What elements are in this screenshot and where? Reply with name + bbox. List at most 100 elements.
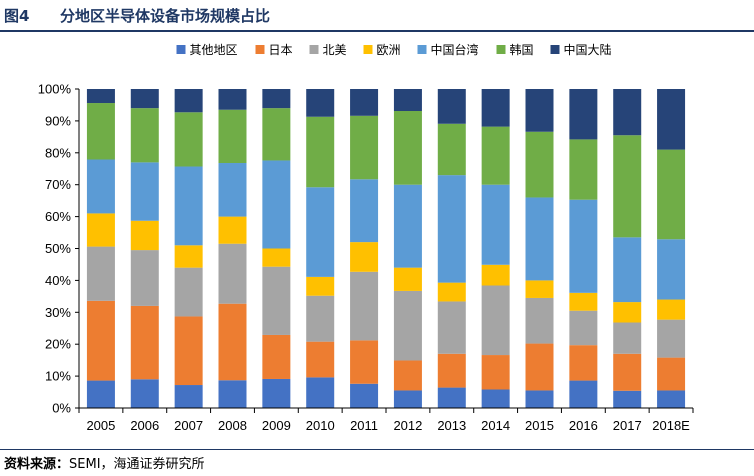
bar-segment	[130, 89, 159, 109]
bar-segment	[569, 89, 598, 140]
bar-stack-2009	[262, 89, 291, 408]
legend-item: 其他地区	[176, 43, 238, 57]
x-tick-label: 2007	[174, 418, 203, 433]
y-tick-label: 40%	[45, 273, 71, 288]
bar-segment	[437, 89, 466, 124]
bar-segment	[437, 282, 466, 302]
legend-swatch	[550, 45, 560, 54]
bar-segment	[306, 295, 335, 342]
legend: 其他地区 日本 北美 欧洲 中国台湾 韩国 中国大陆	[176, 42, 612, 57]
x-axis: 2005 2006 2007 2008 2009 2010 2011 2012 2013 2014…	[78, 407, 694, 433]
bar-segment	[86, 103, 115, 160]
bar-segment	[130, 108, 159, 163]
legend-swatch	[176, 45, 186, 54]
bar-segment	[481, 285, 510, 356]
y-tick-label: 50%	[45, 241, 71, 256]
bar-segment	[174, 316, 203, 386]
bar-segment	[525, 343, 554, 391]
bar-segment	[262, 248, 291, 267]
bar-stack-2012	[393, 89, 422, 408]
legend-swatch	[309, 45, 319, 54]
bar-segment	[569, 292, 598, 311]
bar-segment	[218, 89, 247, 110]
bar-segment	[174, 267, 203, 317]
bar-segment	[86, 89, 115, 104]
bar-segment	[613, 390, 642, 408]
bar-segment	[130, 250, 159, 306]
bar-segment	[174, 89, 203, 113]
legend-label: 中国台湾	[431, 42, 479, 57]
stacked-bar-chart: 其他地区 日本 北美 欧洲 中国台湾 韩国 中国大陆 0% 10% 20% 30% 40% 50% 60…	[38, 42, 694, 433]
bar-segment	[393, 267, 422, 291]
bar-segment	[350, 242, 379, 272]
bar-stack-2006	[130, 89, 159, 408]
bar-segment	[306, 377, 335, 408]
bar-segment	[393, 184, 422, 268]
bar-stack-2017	[613, 89, 642, 408]
bar-stack-2016	[569, 89, 598, 408]
bar-segment	[613, 135, 642, 238]
bar-segment	[86, 213, 115, 247]
bar-segment	[657, 299, 686, 320]
bar-segment	[525, 131, 554, 198]
bar-segment	[218, 163, 247, 217]
bars	[86, 89, 686, 408]
y-tick-label: 70%	[45, 177, 71, 192]
x-tick-label: 2018E	[652, 418, 690, 433]
bar-segment	[481, 184, 510, 265]
bar-segment	[86, 300, 115, 381]
chart-title: 分地区半导体设备市场规模占比	[60, 7, 271, 25]
title-divider	[0, 30, 754, 32]
legend-swatch	[255, 45, 265, 54]
legend-item: 北美	[309, 43, 347, 57]
bar-segment	[218, 216, 247, 244]
legend-label: 欧洲	[377, 43, 401, 57]
bar-segment	[130, 162, 159, 221]
bar-segment	[174, 385, 203, 408]
bar-segment	[350, 89, 379, 116]
bar-segment	[481, 264, 510, 286]
bar-stack-2008	[218, 89, 247, 408]
bar-segment	[525, 280, 554, 298]
legend-swatch	[417, 45, 427, 54]
legend-item: 韩国	[496, 42, 534, 57]
bar-segment	[393, 290, 422, 361]
legend-swatch	[363, 45, 373, 54]
x-tick-label: 2010	[306, 418, 335, 433]
bar-segment	[262, 266, 291, 335]
bar-segment	[350, 179, 379, 243]
legend-label: 中国大陆	[564, 42, 612, 57]
x-tick-label: 2016	[569, 418, 598, 433]
bar-segment	[569, 380, 598, 408]
x-tick-label: 2005	[86, 418, 115, 433]
bar-segment	[657, 149, 686, 240]
x-tick-label: 2006	[130, 418, 159, 433]
bar-segment	[306, 341, 335, 378]
bar-segment	[174, 166, 203, 246]
bar-segment	[262, 378, 291, 408]
bar-segment	[262, 160, 291, 249]
bar-segment	[393, 360, 422, 391]
bar-segment	[130, 379, 159, 408]
bar-segment	[306, 89, 335, 117]
y-tick-label: 10%	[45, 369, 71, 384]
bar-segment	[130, 220, 159, 251]
bar-segment	[569, 139, 598, 200]
figure-label: 图4	[4, 7, 30, 25]
x-tick-label: 2017	[613, 418, 642, 433]
bar-segment	[657, 319, 686, 358]
bar-segment	[525, 89, 554, 132]
bar-stack-2013	[437, 89, 466, 408]
bar-segment	[262, 89, 291, 109]
bar-segment	[437, 353, 466, 388]
source-label: 资料来源：	[4, 457, 70, 472]
source-text: SEMI，海通证券研究所	[69, 457, 205, 472]
bar-segment	[350, 340, 379, 384]
bar-segment	[306, 116, 335, 188]
bar-stack-2014	[481, 89, 510, 408]
x-tick-label: 2012	[393, 418, 422, 433]
bar-segment	[86, 380, 115, 408]
bar-segment	[569, 345, 598, 381]
bar-segment	[86, 159, 115, 214]
source-note: 资料来源：SEMI，海通证券研究所	[4, 453, 205, 472]
